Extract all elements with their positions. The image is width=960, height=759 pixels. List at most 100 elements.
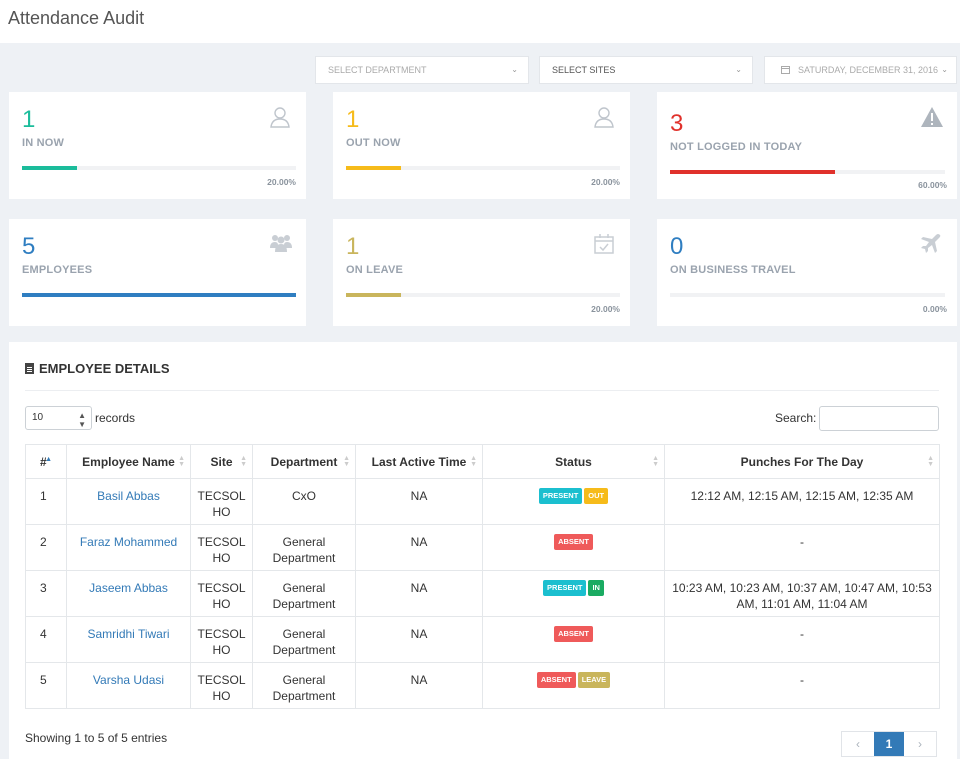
progress-bar [670, 293, 945, 297]
cell-site: TECSOL HO [190, 570, 253, 617]
sort-icon: ▲ ▼ [652, 455, 659, 468]
page-title: Attendance Audit [8, 8, 145, 28]
card-percent: 20.00% [267, 177, 296, 187]
cell-department: General Department [252, 616, 356, 663]
title-bar: Attendance Audit [0, 0, 960, 43]
cell-status: PRESENT OUT [482, 478, 665, 525]
card-in-now: 1 IN NOW 20.00% [9, 92, 306, 199]
status-badge: IN [588, 580, 604, 596]
column-header-index[interactable]: # ▲ [25, 444, 67, 479]
pagination-prev-button[interactable]: ‹ [856, 737, 860, 751]
cell-department: General Department [252, 570, 356, 617]
employee-name-link[interactable]: Basil Abbas [66, 478, 191, 525]
cell-status: ABSENT [482, 616, 665, 663]
status-badge: PRESENT [543, 580, 587, 596]
card-business-travel: 0 ON BUSINESS TRAVEL 0.00% [657, 219, 957, 326]
column-label: Last Active Time [371, 455, 467, 469]
column-header-site[interactable]: Site ▲ ▼ [190, 444, 253, 479]
progress-bar [670, 170, 945, 174]
table-row: 3 Jaseem Abbas TECSOL HO General Departm… [25, 570, 940, 617]
cell-punches: 12:12 AM, 12:15 AM, 12:15 AM, 12:35 AM [664, 478, 940, 525]
records-label: records [95, 411, 136, 425]
cell-site: TECSOL HO [190, 478, 253, 525]
column-header-department[interactable]: Department ▲ ▼ [252, 444, 356, 479]
sort-icon: ▲ ▼ [178, 455, 185, 468]
card-label: ON BUSINESS TRAVEL [670, 264, 796, 276]
cell-department: General Department [252, 524, 356, 571]
calendar-icon [781, 65, 790, 76]
cell-last-active: NA [355, 570, 483, 617]
table-row: 4 Samridhi Tiwari TECSOL HO General Depa… [25, 616, 940, 663]
card-not-logged-in: 3 NOT LOGGED IN TODAY 60.00% [657, 92, 957, 199]
status-badge: PRESENT [538, 488, 583, 504]
column-header-name[interactable]: Employee Name ▲ ▼ [66, 444, 191, 479]
chevron-down-icon: ⌄ [735, 65, 742, 74]
table-row: 5 Varsha Udasi TECSOL HO General Departm… [25, 662, 940, 709]
progress-bar [346, 166, 620, 170]
card-value: 0 [670, 233, 684, 260]
employee-name-link[interactable]: Faraz Mohammed [66, 524, 191, 571]
sort-icon: ▲ ▼ [927, 455, 934, 468]
status-badge: ABSENT [536, 672, 576, 688]
cell-last-active: NA [355, 524, 483, 571]
card-label: OUT NOW [346, 137, 401, 149]
plane-icon [920, 233, 944, 255]
card-out-now: 1 OUT NOW 20.00% [333, 92, 630, 199]
employee-details-panel: EMPLOYEE DETAILS 10 ▲ ▼ records Search: #… [9, 342, 957, 759]
table-info: Showing 1 to 5 of 5 entries [25, 731, 168, 745]
progress-bar [22, 166, 296, 170]
column-label: Status [555, 455, 592, 469]
employee-table: # ▲ Employee Name ▲ ▼ Site ▲ ▼ Department ▲ ▼ L… [25, 444, 940, 709]
progress-bar [22, 293, 296, 297]
column-header-status[interactable]: Status ▲ ▼ [482, 444, 665, 479]
search-label: Search: [775, 411, 817, 425]
column-label: # [40, 455, 47, 469]
column-header-punches[interactable]: Punches For The Day ▲ ▼ [664, 444, 940, 479]
date-value: SATURDAY, DECEMBER 31, 2016 [798, 65, 939, 75]
employee-name-link[interactable]: Jaseem Abbas [66, 570, 191, 617]
cell-site: TECSOL HO [190, 524, 253, 571]
updown-arrow-icon: ▲ ▼ [78, 411, 86, 429]
card-employees: 5 EMPLOYEES [9, 219, 306, 326]
card-label: NOT LOGGED IN TODAY [670, 141, 803, 153]
card-on-leave: 1 ON LEAVE 20.00% [333, 219, 630, 326]
card-value: 3 [670, 110, 684, 137]
records-per-page-value: 10 [32, 412, 44, 423]
cell-status: ABSENT LEAVE [482, 662, 665, 709]
cell-index: 4 [25, 616, 67, 663]
cell-site: TECSOL HO [190, 662, 253, 709]
panel-title: EMPLOYEE DETAILS [39, 361, 170, 376]
card-label: EMPLOYEES [22, 264, 93, 276]
status-badge: ABSENT [554, 534, 593, 550]
department-select-value: SELECT DEPARTMENT [328, 65, 427, 75]
card-percent: 0.00% [922, 304, 947, 314]
cell-site: TECSOL HO [190, 616, 253, 663]
cell-department: General Department [252, 662, 356, 709]
sites-select[interactable]: SELECT SITES ⌄ [539, 56, 753, 84]
table-row: 1 Basil Abbas TECSOL HO CxO NA PRESENT OU… [25, 478, 940, 525]
sort-asc-icon: ▲ [45, 456, 52, 463]
employee-name-link[interactable]: Samridhi Tiwari [66, 616, 191, 663]
user-outline-icon [593, 106, 617, 128]
date-picker[interactable]: SATURDAY, DECEMBER 31, 2016 ⌄ [764, 56, 957, 84]
employee-name-link[interactable]: Varsha Udasi [66, 662, 191, 709]
card-percent: 20.00% [591, 304, 620, 314]
department-select[interactable]: SELECT DEPARTMENT ⌄ [315, 56, 529, 84]
cell-last-active: NA [355, 662, 483, 709]
panel-header: EMPLOYEE DETAILS [25, 361, 170, 376]
records-per-page-select[interactable]: 10 ▲ ▼ [25, 406, 92, 430]
table-header-row: # ▲ Employee Name ▲ ▼ Site ▲ ▼ Department ▲ ▼ L… [25, 444, 940, 479]
sort-icon: ▲ ▼ [343, 455, 350, 468]
card-percent: 20.00% [591, 177, 620, 187]
pagination-page-1[interactable]: 1 [874, 732, 904, 756]
status-badge: LEAVE [577, 672, 611, 688]
sort-icon: ▲ ▼ [240, 455, 247, 468]
card-value: 5 [22, 233, 36, 260]
pagination-next-button[interactable]: › [918, 737, 922, 751]
search-input[interactable] [819, 406, 939, 431]
column-header-last-active[interactable]: Last Active Time ▲ ▼ [355, 444, 483, 479]
status-badge: OUT [584, 488, 609, 504]
column-label: Punches For The Day [740, 455, 864, 469]
cell-status: ABSENT [482, 524, 665, 571]
chevron-down-icon: ⌄ [511, 65, 518, 74]
